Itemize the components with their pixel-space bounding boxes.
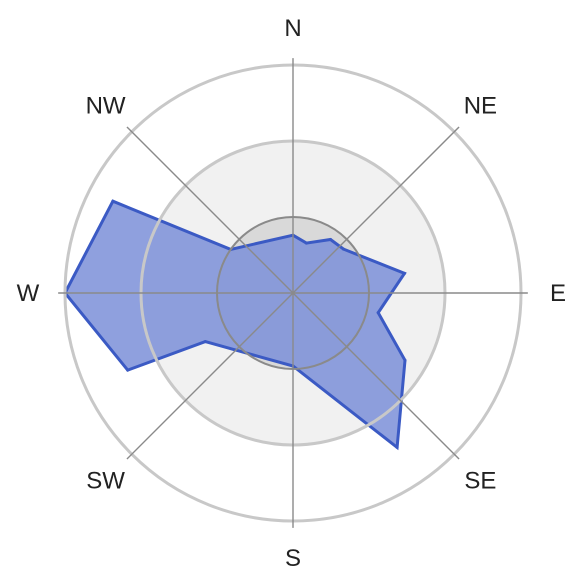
data-point-3 — [341, 247, 345, 251]
data-point-5 — [376, 311, 380, 315]
direction-label-w: W — [17, 280, 40, 307]
spoke-se-nw — [126, 126, 460, 460]
data-point-6 — [403, 358, 407, 362]
data-point-7 — [395, 445, 399, 449]
data-point-9 — [203, 340, 207, 344]
data-point-10 — [126, 368, 130, 372]
direction-label-e: E — [550, 280, 566, 307]
direction-label-se: SE — [464, 467, 496, 494]
data-point-4 — [403, 271, 407, 275]
data-point-1 — [304, 241, 308, 245]
data-point-12 — [111, 199, 115, 203]
direction-label-ne: NE — [464, 93, 497, 120]
direction-label-sw: SW — [86, 467, 125, 494]
direction-label-s: S — [285, 545, 301, 569]
data-point-2 — [328, 237, 332, 241]
direction-label-nw: NW — [86, 93, 126, 120]
direction-label-n: N — [284, 15, 301, 42]
